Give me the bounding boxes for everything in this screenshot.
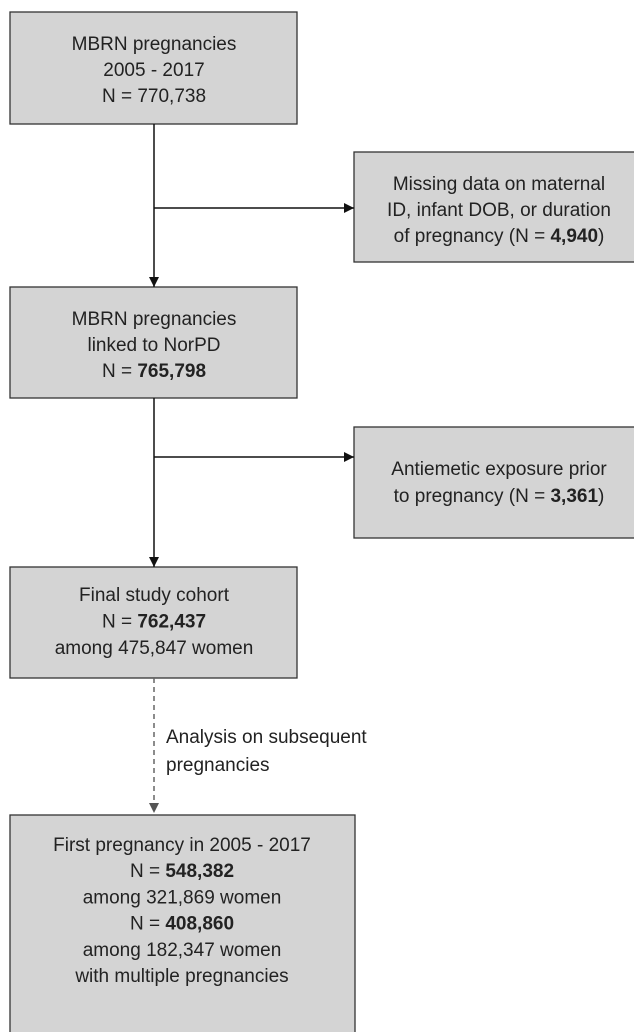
node-line: of pregnancy (N = 4,940) — [394, 226, 605, 247]
text-segment: Final study cohort — [79, 585, 230, 606]
edge-label: Analysis on subsequent — [166, 727, 367, 748]
node-line: 2005 - 2017 — [103, 60, 204, 81]
text-segment: 762,437 — [137, 612, 206, 633]
node-line: Final study cohort — [79, 585, 230, 606]
text-segment: N = — [130, 914, 165, 935]
text-segment: Antiemetic exposure prior — [391, 459, 607, 480]
text-segment: N = — [102, 612, 137, 633]
text-segment: 4,940 — [550, 226, 598, 247]
text-segment: MBRN pregnancies — [72, 309, 237, 330]
node-line: with multiple pregnancies — [74, 966, 288, 987]
text-segment: among 475,847 women — [55, 638, 254, 659]
text-segment: N = — [130, 861, 165, 882]
text-segment: 765,798 — [137, 361, 206, 382]
text-segment: MBRN pregnancies — [72, 34, 237, 55]
node-line: Missing data on maternal — [393, 174, 605, 195]
text-segment: ) — [598, 486, 604, 507]
text-segment: N = 770,738 — [102, 86, 206, 107]
text-segment: ID, infant DOB, or duration — [387, 200, 611, 221]
text-segment: of pregnancy (N = — [394, 226, 551, 247]
text-segment: 548,382 — [165, 861, 234, 882]
node-line: N = 762,437 — [102, 612, 206, 633]
text-segment: 408,860 — [165, 914, 234, 935]
node-line: N = 548,382 — [130, 861, 234, 882]
text-segment: among 182,347 women — [83, 940, 282, 961]
node-line: linked to NorPD — [87, 335, 220, 356]
box — [9, 11, 298, 125]
text-segment: with multiple pregnancies — [74, 966, 288, 987]
node-line: among 321,869 women — [83, 887, 282, 908]
node-line: among 182,347 women — [83, 940, 282, 961]
node-line: MBRN pregnancies — [72, 34, 237, 55]
text-segment: among 321,869 women — [83, 887, 282, 908]
node-line: Antiemetic exposure prior — [391, 459, 607, 480]
box — [353, 151, 634, 263]
text-segment: N = — [102, 361, 137, 382]
text-segment: 3,361 — [550, 486, 598, 507]
node-line: N = 770,738 — [102, 86, 206, 107]
box — [353, 426, 634, 539]
node-line: MBRN pregnancies — [72, 309, 237, 330]
text-segment: linked to NorPD — [87, 335, 220, 356]
box — [9, 566, 298, 679]
node-line: First pregnancy in 2005 - 2017 — [53, 835, 311, 856]
node-line: N = 408,860 — [130, 914, 234, 935]
text-segment: ) — [598, 226, 604, 247]
text-segment: to pregnancy (N = — [394, 486, 551, 507]
node-line: to pregnancy (N = 3,361) — [394, 486, 605, 507]
text-segment: First pregnancy in 2005 - 2017 — [53, 835, 311, 856]
node-line: ID, infant DOB, or duration — [387, 200, 611, 221]
node-line: N = 765,798 — [102, 361, 206, 382]
text-segment: 2005 - 2017 — [103, 60, 204, 81]
node-line: among 475,847 women — [55, 638, 254, 659]
text-segment: Missing data on maternal — [393, 174, 605, 195]
box — [9, 814, 356, 1032]
edge-label: pregnancies — [166, 755, 270, 776]
